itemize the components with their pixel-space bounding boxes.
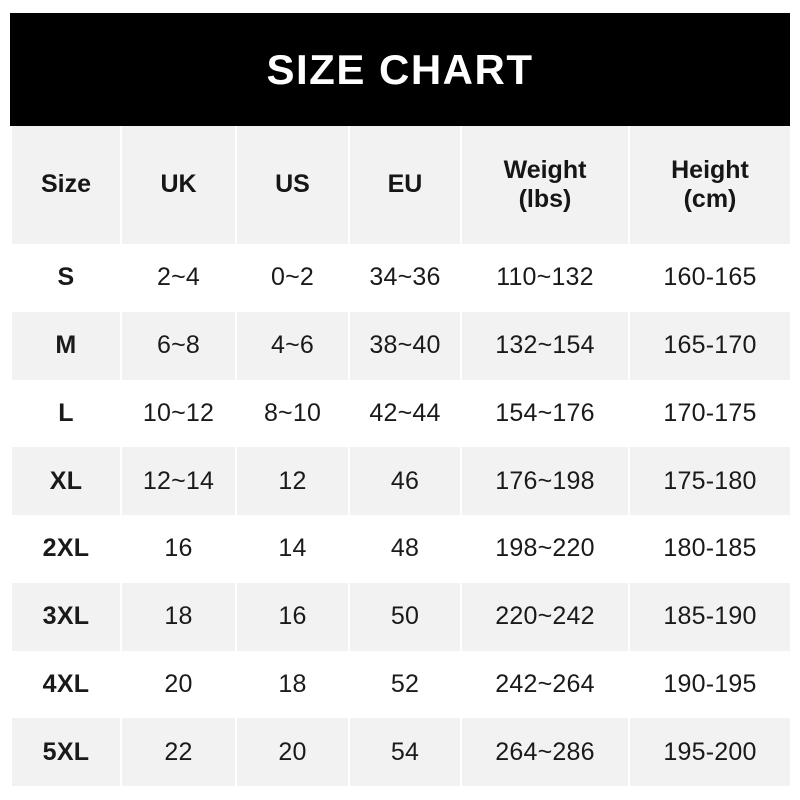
page-title: SIZE CHART bbox=[266, 45, 534, 93]
cell-eu: 48 bbox=[348, 515, 462, 583]
cell-size: M bbox=[10, 311, 122, 380]
column-header-us: US bbox=[235, 126, 350, 244]
table-header: Size UK US EU Weight (lbs) Height (cm) bbox=[10, 126, 792, 244]
table-row: S 2~4 0~2 34~36 110~132 160-165 bbox=[10, 244, 792, 312]
cell-size: 2XL bbox=[10, 515, 122, 583]
cell-eu: 54 bbox=[348, 718, 462, 786]
cell-us: 14 bbox=[235, 515, 350, 583]
column-header-uk-label: UK bbox=[160, 170, 197, 199]
column-header-uk: UK bbox=[120, 126, 237, 244]
cell-weight: 176~198 bbox=[460, 447, 630, 515]
cell-uk: 2~4 bbox=[120, 244, 237, 312]
cell-height: 160-165 bbox=[628, 244, 792, 312]
cell-size: 3XL bbox=[10, 582, 122, 651]
cell-uk: 22 bbox=[120, 718, 237, 786]
cell-uk: 6~8 bbox=[120, 311, 237, 380]
cell-height: 185-190 bbox=[628, 582, 792, 651]
column-header-height-unit: (cm) bbox=[683, 185, 737, 213]
cell-eu: 34~36 bbox=[348, 244, 462, 312]
column-header-us-label: US bbox=[275, 170, 310, 199]
cell-eu: 38~40 bbox=[348, 311, 462, 380]
table-row: M 6~8 4~6 38~40 132~154 165-170 bbox=[10, 311, 792, 380]
cell-size: XL bbox=[10, 447, 122, 515]
cell-eu: 42~44 bbox=[348, 379, 462, 448]
column-header-eu-label: EU bbox=[387, 170, 423, 199]
cell-weight: 220~242 bbox=[460, 582, 630, 651]
cell-height: 175-180 bbox=[628, 447, 792, 515]
cell-us: 18 bbox=[235, 650, 350, 719]
cell-weight: 198~220 bbox=[460, 515, 630, 583]
cell-height: 195-200 bbox=[628, 718, 792, 786]
cell-uk: 18 bbox=[120, 582, 237, 651]
cell-uk: 10~12 bbox=[120, 379, 237, 448]
column-header-weight-unit: (lbs) bbox=[518, 185, 572, 213]
cell-us: 20 bbox=[235, 718, 350, 786]
column-header-weight: Weight (lbs) bbox=[460, 126, 630, 244]
table-row: 5XL 22 20 54 264~286 195-200 bbox=[10, 718, 792, 786]
column-header-size-label: Size bbox=[40, 170, 92, 199]
cell-weight: 110~132 bbox=[460, 244, 630, 312]
cell-eu: 52 bbox=[348, 650, 462, 719]
cell-eu: 50 bbox=[348, 582, 462, 651]
header-row: Size UK US EU Weight (lbs) Height (cm) bbox=[10, 126, 792, 244]
size-chart-table: Size UK US EU Weight (lbs) Height (cm) bbox=[10, 126, 792, 786]
cell-us: 4~6 bbox=[235, 311, 350, 380]
cell-uk: 12~14 bbox=[120, 447, 237, 515]
cell-size: S bbox=[10, 244, 122, 312]
column-header-size: Size bbox=[10, 126, 122, 244]
cell-size: 5XL bbox=[10, 718, 122, 786]
table-row: L 10~12 8~10 42~44 154~176 170-175 bbox=[10, 379, 792, 448]
title-banner: SIZE CHART bbox=[10, 13, 790, 126]
cell-us: 8~10 bbox=[235, 379, 350, 448]
cell-weight: 264~286 bbox=[460, 718, 630, 786]
column-header-height: Height (cm) bbox=[628, 126, 792, 244]
table-row: 4XL 20 18 52 242~264 190-195 bbox=[10, 650, 792, 719]
column-header-weight-label: Weight bbox=[503, 155, 587, 184]
cell-us: 16 bbox=[235, 582, 350, 651]
cell-uk: 16 bbox=[120, 515, 237, 583]
table-body: S 2~4 0~2 34~36 110~132 160-165 M 6~8 4~6 38~40 13… bbox=[10, 244, 792, 786]
cell-height: 170-175 bbox=[628, 379, 792, 448]
cell-us: 12 bbox=[235, 447, 350, 515]
cell-height: 165-170 bbox=[628, 311, 792, 380]
cell-height: 190-195 bbox=[628, 650, 792, 719]
cell-size: L bbox=[10, 379, 122, 448]
cell-weight: 242~264 bbox=[460, 650, 630, 719]
cell-weight: 154~176 bbox=[460, 379, 630, 448]
table-row: 2XL 16 14 48 198~220 180-185 bbox=[10, 515, 792, 583]
cell-weight: 132~154 bbox=[460, 311, 630, 380]
cell-eu: 46 bbox=[348, 447, 462, 515]
cell-us: 0~2 bbox=[235, 244, 350, 312]
table-row: XL 12~14 12 46 176~198 175-180 bbox=[10, 447, 792, 515]
cell-uk: 20 bbox=[120, 650, 237, 719]
column-header-height-label: Height bbox=[671, 155, 749, 184]
cell-height: 180-185 bbox=[628, 515, 792, 583]
table-row: 3XL 18 16 50 220~242 185-190 bbox=[10, 582, 792, 651]
cell-size: 4XL bbox=[10, 650, 122, 719]
column-header-eu: EU bbox=[348, 126, 462, 244]
